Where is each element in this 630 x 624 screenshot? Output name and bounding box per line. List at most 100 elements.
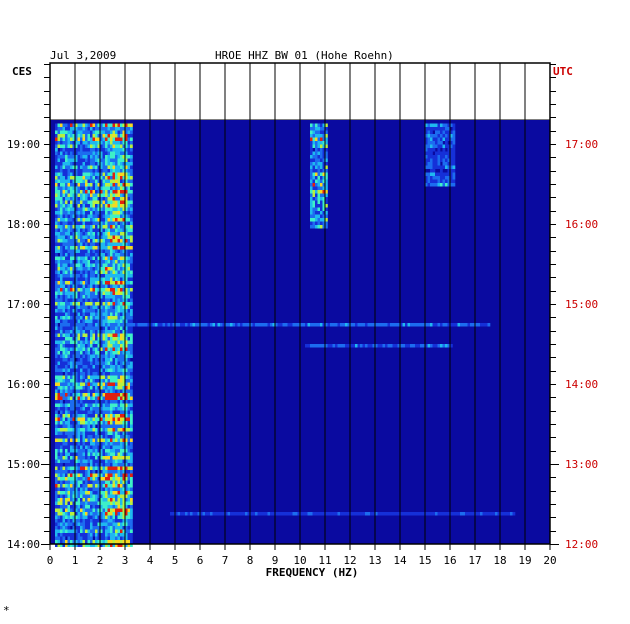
spectrogram-cell (107, 193, 111, 197)
spectrogram-cell (60, 137, 63, 141)
spectrogram-cell (322, 123, 326, 127)
spectrogram-cell (130, 169, 133, 173)
spectrogram-cell (75, 302, 78, 306)
spectrogram-cell (85, 179, 88, 183)
spectrogram-cell (90, 396, 93, 400)
spectrogram-cell (70, 505, 73, 509)
spectrogram-cell (65, 309, 68, 313)
spectrogram-cell (120, 246, 123, 250)
spectrogram-cell (440, 176, 443, 180)
spectrogram-cell (112, 533, 116, 537)
spectrogram-cell (125, 424, 128, 428)
spectrogram-cell (55, 459, 58, 463)
spectrogram-cell (57, 239, 61, 243)
spectrogram-cell (307, 512, 311, 516)
spectrogram-cell (65, 337, 68, 341)
spectrogram-cell (320, 172, 323, 176)
spectrogram-cell (107, 319, 111, 323)
spectrogram-cell (57, 540, 61, 544)
spectrogram-cell (450, 151, 453, 155)
spectrogram-cell (55, 393, 58, 397)
spectrogram-cell (82, 431, 86, 435)
spectrogram-cell (85, 389, 88, 393)
spectrogram-cell (217, 512, 221, 516)
spectrogram-cell (95, 319, 98, 323)
spectrogram-cell (282, 512, 286, 516)
spectrogram-cell (67, 183, 71, 187)
spectrogram-cell (112, 501, 116, 505)
spectrogram-cell (72, 256, 76, 260)
spectrogram-cell (75, 480, 78, 484)
spectrogram-cell (97, 400, 101, 404)
spectrogram-cell (117, 344, 121, 348)
spectrogram-cell (97, 253, 101, 257)
spectrogram-cell (60, 295, 63, 299)
spectrogram-cell (67, 442, 71, 446)
spectrogram-cell (107, 347, 111, 351)
spectrogram-cell (57, 155, 61, 159)
spectrogram-cell (110, 235, 113, 239)
spectrogram-cell (80, 470, 83, 474)
spectrogram-cell (127, 375, 131, 379)
spectrogram-cell (127, 498, 131, 502)
spectrogram-cell (82, 358, 86, 362)
spectrogram-cell (72, 165, 76, 169)
spectrogram-cell (170, 323, 173, 327)
spectrogram-cell (115, 186, 118, 190)
spectrogram-cell (87, 494, 91, 498)
spectrogram-cell (115, 242, 118, 246)
spectrogram-cell (172, 512, 176, 516)
spectrogram-cell (87, 281, 91, 285)
spectrogram-cell (67, 144, 71, 148)
spectrogram-cell (100, 382, 103, 386)
spectrogram-cell (122, 417, 126, 421)
spectrogram-cell (105, 515, 108, 519)
spectrogram-cell (72, 396, 76, 400)
spectrogram-cell (90, 298, 93, 302)
spectrogram-cell (67, 456, 71, 460)
spectrogram-cell (322, 221, 326, 225)
spectrogram-cell (325, 225, 328, 229)
spectrogram-cell (130, 190, 133, 194)
spectrogram-cell (85, 494, 88, 498)
spectrogram-cell (110, 340, 113, 344)
spectrogram-cell (55, 239, 58, 243)
spectrogram-cell (77, 459, 81, 463)
spectrogram-cell (95, 379, 98, 383)
spectrogram-cell (427, 123, 431, 127)
spectrogram-cell (102, 445, 106, 449)
spectrogram-cell (57, 267, 61, 271)
spectrogram-cell (67, 480, 71, 484)
spectrogram-cell (75, 470, 78, 474)
spectrogram-cell (95, 193, 98, 197)
spectrogram-cell (55, 141, 58, 145)
spectrogram-cell (125, 281, 128, 285)
spectrogram-cell (130, 274, 133, 278)
spectrogram-cell (67, 326, 71, 330)
spectrogram-cell (115, 400, 118, 404)
spectrogram-cell (347, 344, 351, 348)
spectrogram-cell (72, 533, 76, 537)
spectrogram-cell (115, 442, 118, 446)
spectrogram-cell (97, 361, 101, 365)
spectrogram-cell (315, 169, 318, 173)
spectrogram-cell (75, 232, 78, 236)
spectrogram-cell (90, 134, 93, 138)
spectrogram-cell (102, 396, 106, 400)
spectrogram-cell (102, 179, 106, 183)
spectrogram-cell (310, 190, 313, 194)
spectrogram-cell (107, 431, 111, 435)
spectrogram-cell (452, 179, 456, 183)
spectrogram-cell (82, 165, 86, 169)
spectrogram-cell (102, 260, 106, 264)
spectrogram-cell (55, 351, 58, 355)
spectrogram-cell (70, 141, 73, 145)
spectrogram-cell (107, 508, 111, 512)
spectrogram-cell (127, 333, 131, 337)
spectrogram-cell (112, 543, 116, 547)
spectrogram-cell (425, 176, 428, 180)
spectrogram-cell (70, 235, 73, 239)
spectrogram-cell (132, 323, 136, 327)
spectrogram-cell (275, 512, 278, 516)
spectrogram-cell (77, 382, 81, 386)
